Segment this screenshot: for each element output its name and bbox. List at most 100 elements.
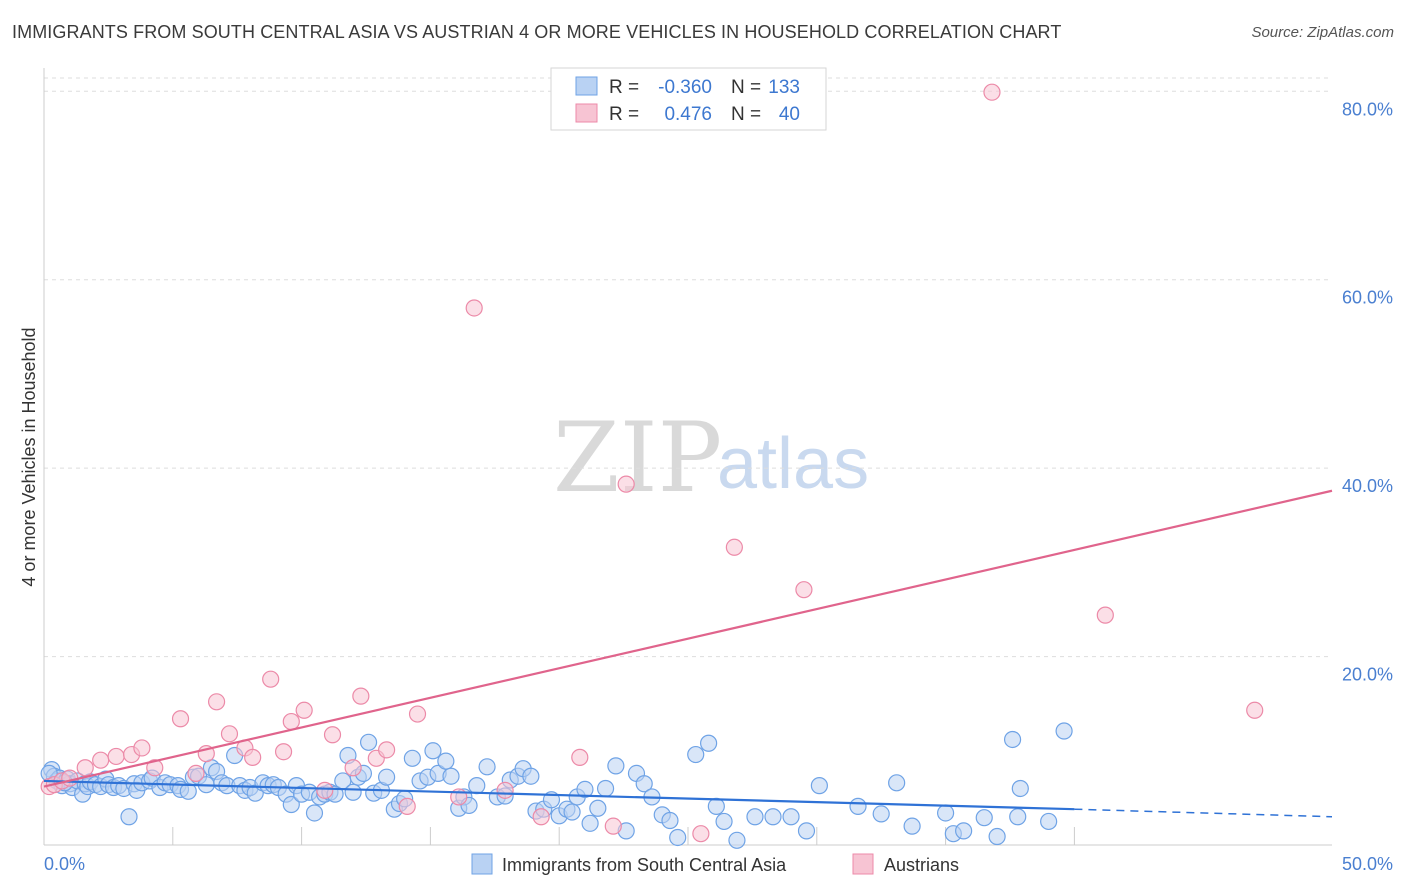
immigrants-point-129: [1040, 812, 1058, 831]
immigrants-point-130: [1055, 722, 1073, 740]
austrians-trend-line: [43, 489, 1333, 788]
y-tick-label-60: 60.0%: [1342, 288, 1393, 308]
austrians-point-17: [262, 670, 280, 688]
immigrants-point-113: [764, 808, 782, 826]
austrians-point-22: [323, 726, 342, 744]
austrians-point-19: [282, 712, 300, 731]
x-tick-label-50: 50.0%: [1342, 854, 1393, 874]
legend-n-label-2: N =: [731, 104, 761, 125]
y-tick-label-40: 40.0%: [1342, 476, 1393, 496]
legend-swatch-austrians: [575, 103, 598, 123]
immigrants-point-107: [687, 745, 705, 764]
watermark: ZIP atlas: [553, 402, 869, 514]
legend-r-label-2: R =: [609, 104, 639, 125]
legend-n-label-1: N =: [731, 77, 761, 98]
austrians-point-8: [133, 739, 151, 757]
austrians-point-18: [274, 743, 293, 761]
austrians-point-39: [983, 83, 1001, 101]
immigrants-point-108: [700, 734, 718, 752]
immigrants-point-111: [728, 831, 746, 849]
austrians-point-24: [352, 687, 370, 705]
immigrants-point-93: [563, 803, 581, 821]
immigrants-point-120: [903, 817, 921, 835]
bottom-legend-label-immigrants: Immigrants from South Central Asia: [502, 855, 787, 875]
bottom-legend-swatch-austrians: [852, 853, 874, 875]
immigrants-point-119: [888, 774, 906, 792]
austrians-point-40: [1096, 606, 1114, 624]
immigrants-point-63: [359, 733, 378, 751]
immigrants-point-118: [872, 805, 890, 823]
immigrants-point-112: [746, 808, 764, 826]
x-tick-label-0: 0.0%: [44, 854, 85, 874]
legend-n-value-2: 40: [779, 104, 800, 125]
austrians-point-23: [344, 759, 362, 777]
watermark-zip: ZIP: [553, 402, 722, 514]
watermark-atlas: atlas: [717, 424, 869, 504]
immigrants-point-99: [607, 757, 625, 775]
austrians-point-27: [398, 797, 416, 815]
austrians-point-11: [187, 764, 205, 782]
austrians-point-4: [76, 759, 94, 777]
immigrants-point-66: [378, 768, 396, 786]
immigrants-trend-extension: [1074, 808, 1333, 818]
legend-n-value-1: 133: [768, 77, 800, 98]
austrians-point-28: [408, 705, 427, 723]
immigrants-point-124: [975, 809, 993, 827]
immigrants-point-115: [797, 822, 816, 840]
immigrants-point-106: [669, 828, 687, 847]
immigrants-point-81: [478, 758, 496, 776]
legend-r-value-1: -0.360: [658, 77, 712, 98]
chart-title: IMMIGRANTS FROM SOUTH CENTRAL ASIA VS AU…: [12, 22, 1062, 42]
austrians-point-34: [604, 817, 622, 835]
austrians-point-33: [571, 748, 589, 766]
immigrants-point-102: [635, 775, 653, 793]
immigrants-point-75: [437, 752, 455, 770]
immigrants-point-80: [468, 777, 486, 795]
austrians-point-37: [725, 538, 743, 556]
immigrants-point-116: [810, 777, 828, 795]
immigrants-point-76: [442, 767, 460, 785]
immigrants-point-121: [936, 804, 955, 822]
immigrants-point-20: [120, 808, 138, 826]
austrians-point-21: [316, 781, 334, 799]
bottom-legend-label-austrians: Austrians: [884, 855, 959, 875]
series-legend: Immigrants from South Central Asia Austr…: [471, 853, 959, 875]
immigrants-point-97: [589, 799, 607, 817]
immigrants-point-123: [955, 822, 973, 840]
immigrants-point-95: [576, 780, 594, 799]
austrians-point-38: [795, 581, 813, 599]
immigrants-point-98: [596, 779, 615, 798]
y-tick-label-20: 20.0%: [1342, 665, 1393, 685]
immigrants-point-128: [1011, 779, 1029, 798]
austrians-point-31: [496, 781, 514, 799]
immigrants-point-117: [849, 797, 867, 815]
legend-r-value-2: 0.476: [664, 104, 712, 125]
correlation-legend: R = -0.360 N = 133 R = 0.476 N = 40: [550, 67, 827, 131]
austrians-point-6: [107, 747, 125, 766]
immigrants-point-105: [661, 811, 679, 830]
immigrants-point-49: [282, 795, 300, 814]
gridlines: [44, 77, 1332, 658]
austrians-point-16: [244, 748, 262, 766]
austrians-point-14: [220, 725, 239, 743]
immigrants-trend-line: [43, 779, 1075, 811]
immigrants-point-125: [988, 827, 1006, 846]
immigrants-point-109: [707, 797, 725, 815]
legend-r-label-1: R =: [609, 77, 639, 98]
axes: [43, 68, 1332, 846]
austrians-point-9: [146, 759, 164, 777]
trend-lines: [43, 489, 1333, 818]
austrians-point-32: [532, 808, 550, 826]
legend-swatch-immigrants: [575, 76, 598, 96]
immigrants-point-53: [305, 804, 324, 822]
austrians-point-35: [617, 475, 635, 493]
immigrants-point-70: [403, 749, 421, 767]
y-tick-label-80: 80.0%: [1342, 99, 1393, 119]
austrians-point-20: [295, 701, 313, 719]
source-label: Source: ZipAtlas.com: [1251, 24, 1394, 41]
immigrants-point-96: [581, 814, 599, 832]
austrians-point-3: [61, 769, 79, 787]
austrians-point-13: [207, 693, 226, 711]
immigrants-point-60: [344, 783, 362, 801]
immigrants-point-114: [782, 808, 800, 826]
